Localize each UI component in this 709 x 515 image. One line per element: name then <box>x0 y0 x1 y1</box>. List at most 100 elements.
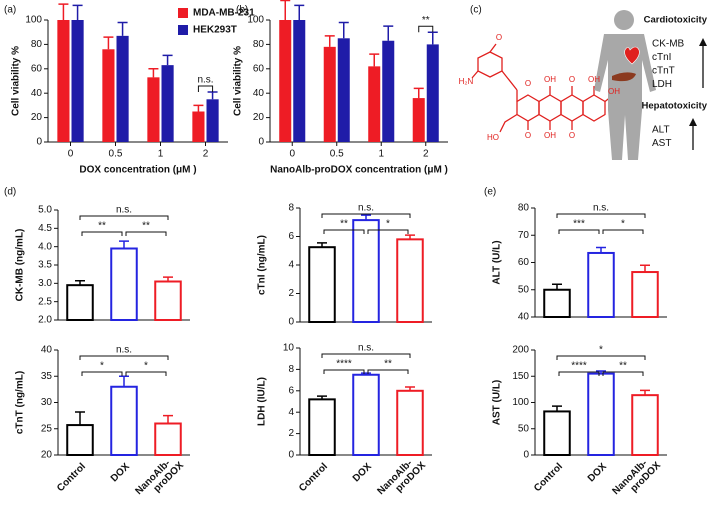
y-tick-label: 2.5 <box>38 296 52 307</box>
error-bar <box>596 246 606 253</box>
bar <box>161 65 174 142</box>
x-tick-label: 0.5 <box>330 149 344 160</box>
group-item: LDH <box>652 79 672 90</box>
x-tick-label: 0.5 <box>109 149 123 160</box>
bar <box>587 372 615 456</box>
bar <box>110 385 138 456</box>
x-tick-label: NanoAlb-proDOX <box>610 452 663 505</box>
y-axis-label: Cell viability % <box>11 46 22 116</box>
error-bar <box>552 283 562 290</box>
y-tick-label: 60 <box>518 257 530 268</box>
error-bar <box>383 25 394 41</box>
y-tick-label: 100 <box>25 15 42 26</box>
y-tick-label: 35 <box>41 371 53 382</box>
significance-label: ** <box>98 221 106 232</box>
panel-label: (b) <box>236 5 248 16</box>
y-tick-label: 0 <box>258 137 264 148</box>
atom-label: OH <box>588 75 600 84</box>
significance-label: n.s. <box>358 203 374 214</box>
error-bar <box>103 36 114 50</box>
legend-label: MDA-MB-231 <box>193 8 255 19</box>
error-bar <box>75 280 85 286</box>
bar <box>352 219 380 323</box>
group-item: AST <box>652 138 671 149</box>
y-tick-label: 40 <box>41 345 53 356</box>
y-tick-label: 4 <box>288 260 294 271</box>
panel-label: (c) <box>470 5 482 16</box>
y-tick-label: 4.5 <box>38 223 52 234</box>
x-tick-label: NanoAlb-proDOX <box>133 452 186 505</box>
bar <box>396 238 424 324</box>
atom-label: O <box>569 75 575 84</box>
error-bar <box>163 414 173 424</box>
bar <box>352 373 380 456</box>
legend-swatch <box>178 25 188 35</box>
y-tick-label: 8 <box>288 364 294 375</box>
y-tick-label: 60 <box>253 63 265 74</box>
bar <box>368 66 381 142</box>
significance-bracket <box>323 229 365 234</box>
y-tick-label: 80 <box>518 203 530 214</box>
y-tick-label: 2 <box>288 428 294 439</box>
error-bar <box>72 4 83 20</box>
bar <box>192 111 205 142</box>
y-tick-label: 6 <box>288 231 294 242</box>
error-bar <box>427 31 438 45</box>
significance-bracket <box>81 231 123 236</box>
y-tick-label: 80 <box>31 39 43 50</box>
bar <box>147 77 160 142</box>
bar <box>154 422 182 456</box>
panel-label: (a) <box>4 5 16 16</box>
y-tick-label: 6 <box>288 385 294 396</box>
y-tick-label: 200 <box>512 345 529 356</box>
group-title: Cardiotoxicity <box>644 15 708 26</box>
error-bar <box>413 87 424 99</box>
y-tick-label: 5.0 <box>38 205 52 216</box>
error-bar <box>552 405 562 412</box>
error-bar <box>361 372 371 375</box>
bar <box>382 40 395 142</box>
bar <box>102 49 115 142</box>
group-item: cTnT <box>652 66 675 77</box>
x-tick-label: Control <box>532 461 565 494</box>
significance-bracket <box>125 371 167 376</box>
group-title: Hepatotoxicity <box>642 101 708 112</box>
error-bar <box>317 242 327 248</box>
y-tick-label: 100 <box>512 397 529 408</box>
significance-label: * <box>100 361 104 372</box>
y-tick-label: 8 <box>288 203 294 214</box>
y-axis-label: Cell viability % <box>233 46 244 116</box>
y-tick-label: 10 <box>283 343 295 354</box>
x-tick-label: DOX <box>109 461 132 484</box>
y-tick-label: 50 <box>518 423 530 434</box>
y-tick-label: 20 <box>31 112 43 123</box>
y-tick-label: 100 <box>247 15 264 26</box>
error-bar <box>294 4 305 20</box>
bar <box>293 20 306 142</box>
y-tick-label: 40 <box>31 88 43 99</box>
bar <box>308 246 336 323</box>
significance-label: n.s. <box>593 203 609 214</box>
bar <box>71 20 84 142</box>
y-tick-label: 150 <box>512 371 529 382</box>
legend-label: HEK293T <box>193 25 237 36</box>
bar <box>543 288 571 318</box>
error-bar <box>640 264 650 273</box>
error-bar <box>193 104 204 112</box>
significance-label: **** <box>571 361 587 372</box>
significance-bracket <box>556 355 646 360</box>
error-bar <box>119 240 129 249</box>
y-tick-label: 25 <box>41 423 53 434</box>
significance-bracket <box>81 371 123 376</box>
significance-label: n.s. <box>197 75 213 86</box>
bar <box>66 284 94 321</box>
significance-label: * <box>621 219 625 230</box>
significance-bracket <box>79 355 169 360</box>
y-tick-label: 40 <box>518 312 530 323</box>
bar <box>337 38 350 142</box>
x-tick-label: 0 <box>68 149 74 160</box>
atom-label: HO <box>487 133 499 142</box>
significance-label: ** <box>384 359 392 370</box>
x-tick-label: 2 <box>203 149 209 160</box>
